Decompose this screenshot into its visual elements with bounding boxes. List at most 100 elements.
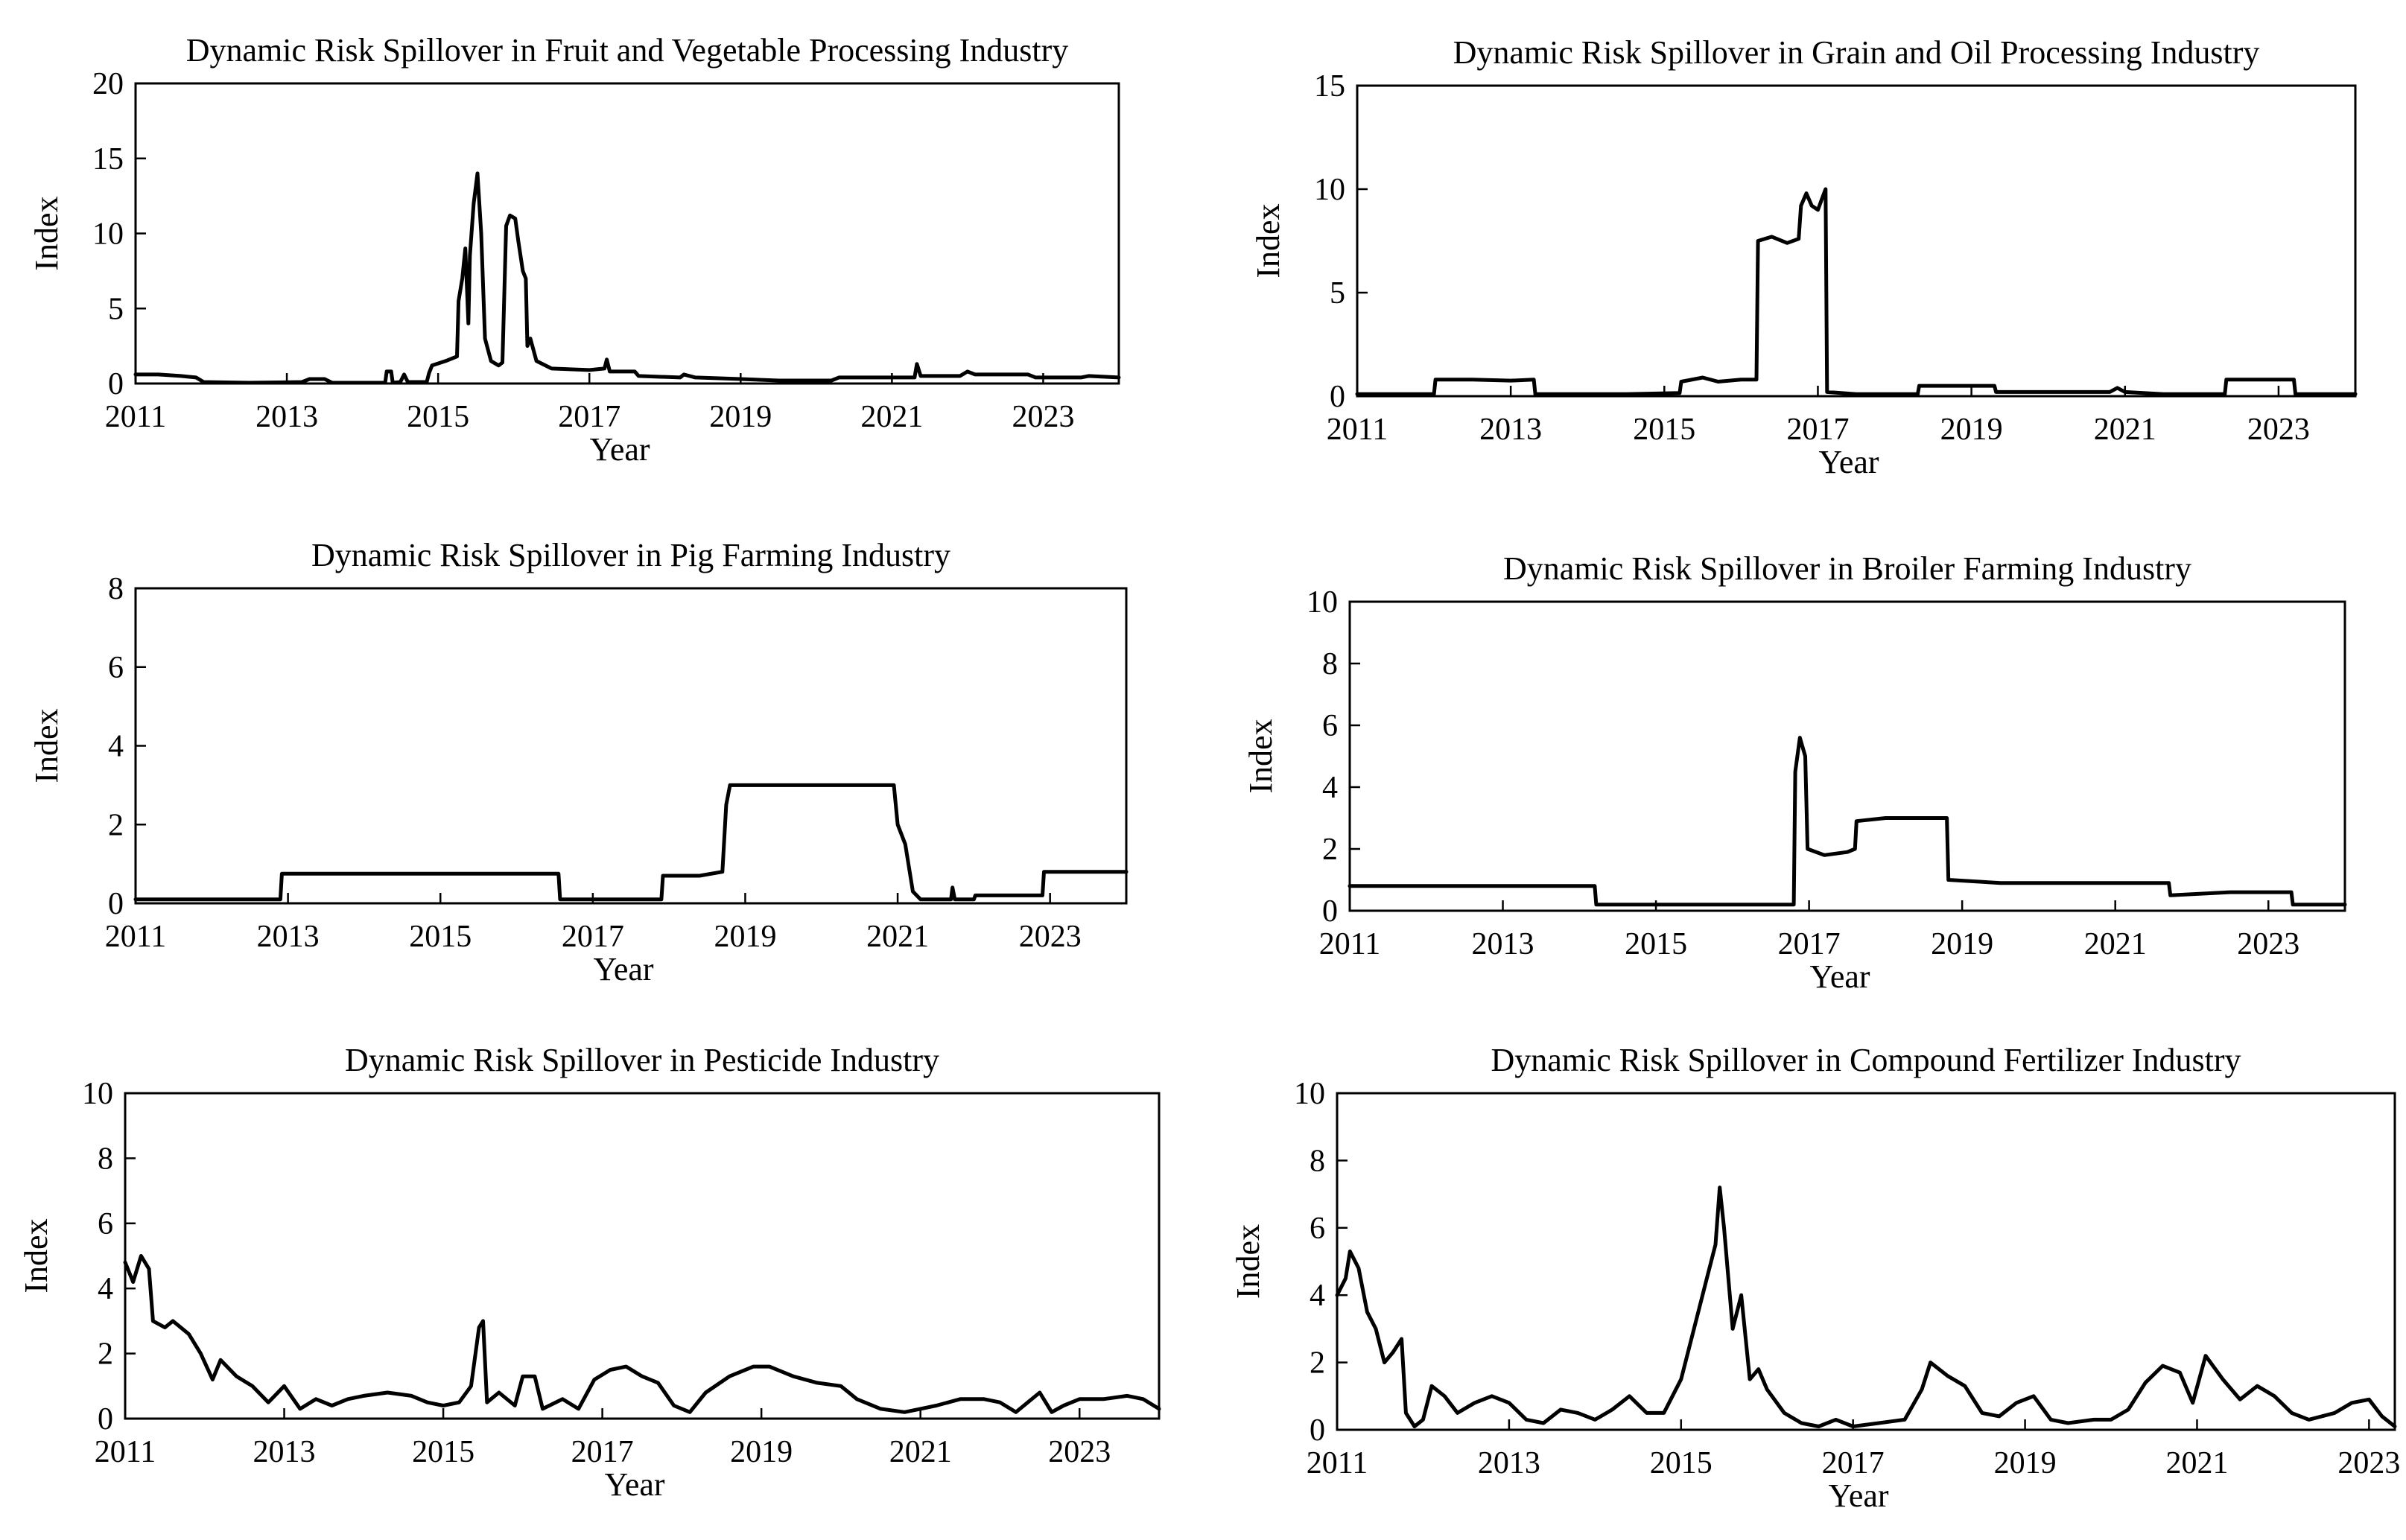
series-line-1 — [123, 1254, 1161, 1414]
y-tick-label: 0 — [1330, 380, 1345, 414]
series-line-1 — [1335, 1186, 2397, 1428]
series-line-1 — [133, 783, 1129, 902]
y-tick-label: 6 — [98, 1207, 113, 1241]
x-tick-label: 2015 — [1650, 1446, 1713, 1480]
y-tick-label: 8 — [1310, 1144, 1325, 1178]
y-tick-label: 0 — [108, 367, 124, 401]
x-tick-label: 2023 — [2237, 927, 2299, 961]
chart-panel-5: Dynamic Risk Spillover in Pesticide Indu… — [18, 1042, 1161, 1503]
x-axis-label: Year — [1809, 958, 1870, 995]
x-tick-label: 2011 — [95, 1435, 156, 1469]
x-tick-label: 2015 — [1625, 927, 1687, 961]
y-tick-label: 0 — [98, 1402, 113, 1436]
series-line-1 — [1355, 187, 2358, 396]
x-tick-label: 2015 — [409, 920, 472, 954]
chart-title: Dynamic Risk Spillover in Compound Ferti… — [1491, 1042, 2241, 1078]
chart-title: Dynamic Risk Spillover in Broiler Farmin… — [1503, 550, 2191, 587]
x-tick-label: 2015 — [1633, 413, 1695, 447]
x-tick-label: 2017 — [1778, 927, 1841, 961]
x-tick-label: 2023 — [1012, 400, 1074, 434]
plot-frame — [1348, 600, 2346, 912]
y-tick-label: 2 — [98, 1337, 113, 1372]
y-tick-label: 20 — [92, 67, 124, 101]
y-tick-label: 8 — [98, 1142, 113, 1176]
x-tick-label: 2021 — [866, 920, 929, 954]
y-tick-label: 0 — [108, 887, 124, 921]
y-axis-label: Index — [1230, 1224, 1266, 1299]
y-axis-label: Index — [1242, 719, 1279, 793]
x-tick-label: 2017 — [1786, 413, 1849, 447]
x-tick-label: 2017 — [571, 1435, 634, 1469]
x-tick-label: 2013 — [255, 400, 318, 434]
y-axis-label: Index — [28, 196, 65, 270]
x-tick-label: 2023 — [2247, 413, 2310, 447]
x-tick-label: 2023 — [1019, 920, 1082, 954]
x-axis-label: Year — [1828, 1477, 1888, 1514]
plot-frame — [134, 587, 1128, 905]
series-line-1 — [1348, 736, 2347, 907]
x-tick-label: 2021 — [2084, 927, 2147, 961]
x-tick-label: 2011 — [105, 920, 166, 954]
x-tick-label: 2021 — [2165, 1446, 2228, 1480]
x-tick-label: 2011 — [1307, 1446, 1368, 1480]
y-tick-label: 0 — [1310, 1413, 1325, 1448]
x-tick-label: 2019 — [709, 400, 772, 434]
y-tick-label: 10 — [92, 217, 124, 252]
x-tick-label: 2013 — [257, 920, 320, 954]
x-tick-label: 2023 — [2337, 1446, 2400, 1480]
x-tick-label: 2019 — [714, 920, 776, 954]
y-axis-label: Index — [18, 1218, 54, 1293]
y-axis-label: Index — [1250, 203, 1286, 278]
plot-frame — [124, 1092, 1161, 1420]
x-tick-label: 2019 — [730, 1435, 793, 1469]
y-tick-label: 2 — [1310, 1346, 1325, 1381]
y-tick-label: 4 — [108, 730, 124, 764]
y-tick-label: 0 — [1322, 894, 1338, 929]
y-tick-label: 8 — [1322, 647, 1338, 681]
x-tick-label: 2013 — [1479, 413, 1542, 447]
x-tick-label: 2013 — [1478, 1446, 1540, 1480]
x-tick-label: 2021 — [2094, 413, 2156, 447]
series-line-1 — [133, 171, 1121, 385]
x-axis-label: Year — [593, 951, 653, 987]
y-tick-label: 10 — [1307, 585, 1338, 620]
x-tick-label: 2021 — [860, 400, 923, 434]
x-axis-label: Year — [589, 431, 650, 468]
x-tick-label: 2011 — [1319, 927, 1380, 961]
chart-panel-6: Dynamic Risk Spillover in Compound Ferti… — [1230, 1042, 2400, 1514]
y-tick-label: 15 — [92, 142, 124, 176]
x-tick-label: 2023 — [1048, 1435, 1111, 1469]
y-tick-label: 10 — [1294, 1077, 1325, 1111]
chart-title: Dynamic Risk Spillover in Fruit and Vege… — [186, 32, 1069, 69]
plot-frame — [1336, 1092, 2396, 1431]
x-tick-label: 2017 — [1822, 1446, 1885, 1480]
y-tick-label: 6 — [1322, 709, 1338, 743]
y-tick-label: 10 — [1314, 173, 1345, 207]
y-tick-label: 4 — [98, 1272, 113, 1306]
x-tick-label: 2017 — [558, 400, 620, 434]
x-tick-label: 2019 — [1994, 1446, 2057, 1480]
x-tick-label: 2011 — [105, 400, 166, 434]
x-axis-label: Year — [1818, 444, 1879, 480]
y-tick-label: 4 — [1310, 1279, 1325, 1313]
y-tick-label: 5 — [1330, 276, 1345, 311]
y-tick-label: 8 — [108, 572, 124, 606]
y-tick-label: 10 — [82, 1077, 113, 1111]
x-axis-label: Year — [604, 1466, 664, 1503]
y-tick-label: 2 — [108, 808, 124, 842]
plot-frame — [134, 82, 1120, 385]
y-tick-label: 15 — [1314, 69, 1345, 104]
y-tick-label: 2 — [1322, 833, 1338, 867]
x-tick-label: 2015 — [412, 1435, 474, 1469]
chart-panel-1: Dynamic Risk Spillover in Fruit and Vege… — [28, 32, 1121, 468]
chart-title: Dynamic Risk Spillover in Pesticide Indu… — [345, 1042, 939, 1078]
x-tick-label: 2019 — [1931, 927, 1993, 961]
x-tick-label: 2011 — [1327, 413, 1388, 447]
chart-title: Dynamic Risk Spillover in Pig Farming In… — [311, 537, 950, 573]
y-tick-label: 6 — [108, 651, 124, 685]
y-tick-label: 4 — [1322, 771, 1338, 805]
chart-panel-2: Dynamic Risk Spillover in Grain and Oil … — [1250, 34, 2358, 480]
x-tick-label: 2021 — [889, 1435, 952, 1469]
x-tick-label: 2019 — [1940, 413, 2003, 447]
